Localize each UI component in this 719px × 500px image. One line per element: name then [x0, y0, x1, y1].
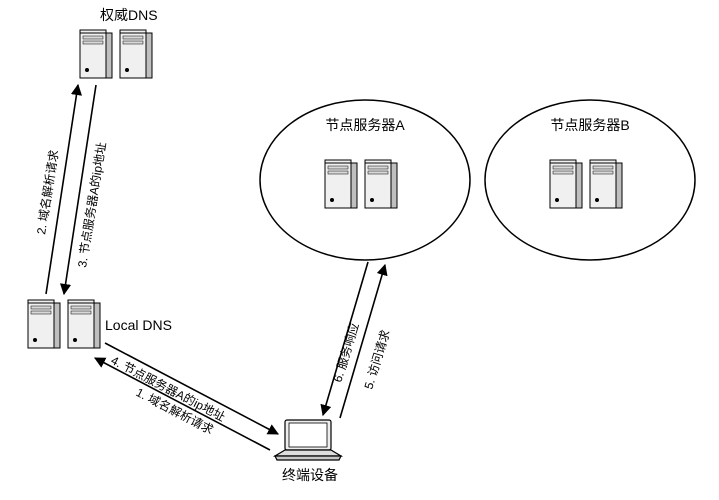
terminal-node	[275, 420, 341, 460]
edge-3-label: 3. 节点服务器A的ip地址	[74, 141, 109, 268]
diagram-canvas: 权威DNS Local DNS 终端设备 节点服务器A 节点服务器B 2. 域名…	[0, 0, 719, 500]
edge-6-label: 6. 服务响应	[330, 321, 362, 384]
auth-dns-label: 权威DNS	[100, 7, 158, 23]
local-dns-label: Local DNS	[105, 317, 172, 333]
cluster-b-label: 节点服务器B	[550, 117, 629, 133]
cluster-b-servers	[550, 160, 622, 208]
terminal-label: 终端设备	[282, 467, 338, 483]
edge-5-label: 5. 访问请求	[361, 328, 392, 391]
cluster-a-servers	[325, 160, 397, 208]
auth-dns-node	[80, 30, 152, 78]
local-dns-node	[28, 300, 100, 348]
cluster-a-label: 节点服务器A	[325, 117, 405, 133]
